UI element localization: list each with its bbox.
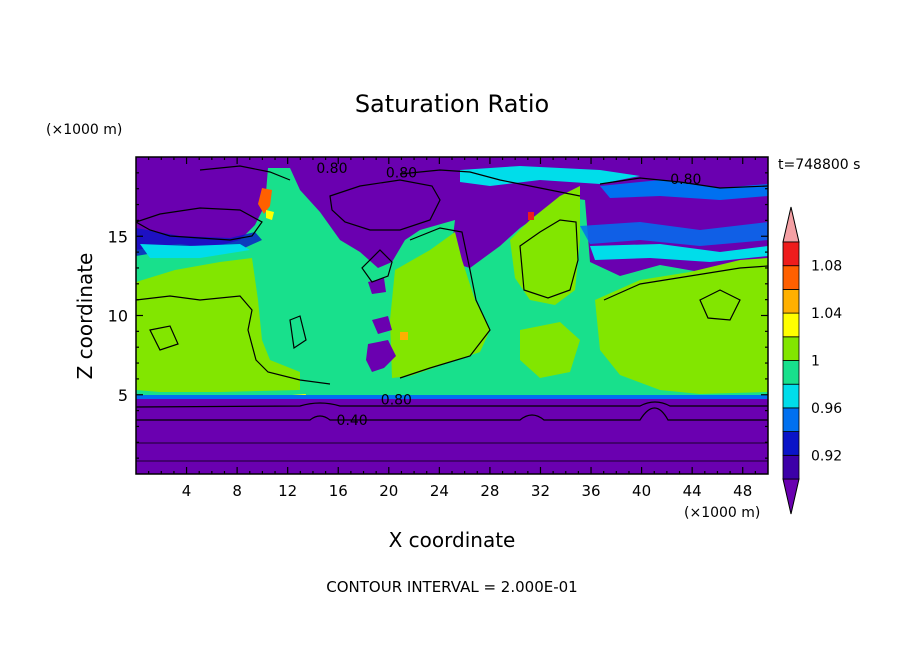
colorbar-swatch [782, 360, 800, 385]
colorbar-lower-extension [782, 478, 800, 515]
y-tick-label: 10 [108, 307, 128, 326]
warm-spot-1 [258, 188, 272, 214]
colorbar-swatch [782, 383, 800, 409]
lower-blue-band [136, 395, 768, 399]
mid-dry-pocket-2 [372, 316, 392, 334]
colorbar-upper-extension [782, 206, 800, 243]
mid-dry-pocket [366, 340, 396, 372]
upper-right-cyan-band [590, 244, 768, 262]
colorbar-tick-label: 1.04 [811, 306, 842, 322]
upper-cyan-streak [140, 244, 250, 258]
contour-label: 0.80 [670, 172, 701, 188]
y-tick-label: 15 [108, 227, 128, 246]
contour-label: 0.80 [386, 166, 417, 182]
x-tick-label: 8 [232, 482, 242, 500]
contour-label: 0.80 [381, 392, 412, 408]
axis-ticks [136, 157, 768, 474]
colorbar-swatch [782, 407, 800, 432]
x-tick-label: 44 [683, 482, 702, 500]
warm-spot-4 [400, 332, 408, 340]
center-green-cell [390, 232, 490, 378]
x-tick-label: 12 [278, 482, 297, 500]
colorbar-swatch [782, 312, 800, 338]
chart-title: Saturation Ratio [355, 90, 549, 118]
colorbar-tick-label: 1 [811, 354, 820, 370]
colorbar-swatch [782, 336, 800, 361]
x-tick-label: 32 [531, 482, 550, 500]
colorbar-swatch [782, 431, 800, 456]
y-axis-label: Z coordinate [73, 253, 97, 380]
colorbar-labels: 1.08 1.04 1 0.96 0.92 [811, 259, 842, 465]
x-tick-label: 28 [480, 482, 499, 500]
y-tick-labels: 5 10 15 [108, 227, 128, 405]
colorbar-tick-label: 1.08 [811, 259, 842, 275]
colorbar-tick-label: 0.96 [811, 401, 842, 417]
x-tick-label: 48 [733, 482, 752, 500]
top-right-blue-band [600, 180, 768, 200]
contour-interval-footer: CONTOUR INTERVAL = 2.000E-01 [326, 578, 577, 596]
x-axis-label: X coordinate [389, 528, 516, 552]
x-tick-label: 24 [430, 482, 449, 500]
colorbar-tick-label: 0.92 [811, 448, 842, 464]
x-axis-units: (×1000 m) [684, 505, 760, 521]
x-tick-label: 36 [581, 482, 600, 500]
colorbar-swatch [782, 241, 800, 267]
colorbar-swatch [782, 454, 800, 480]
y-tick-label: 5 [118, 386, 128, 405]
small-green-cell [520, 322, 580, 378]
z-axis-units: (×1000 m) [46, 122, 122, 138]
upper-right-blue-band [580, 222, 768, 246]
x-tick-label: 16 [329, 482, 348, 500]
contour-label: 0.40 [337, 413, 368, 429]
plot-area: 0.80 0.80 0.80 0.80 0.40 [136, 157, 768, 474]
warm-spot-3 [528, 212, 534, 220]
x-tick-label: 4 [182, 482, 192, 500]
contour-labels: 0.80 0.80 0.80 0.80 0.40 [316, 161, 701, 429]
upper-center-green-cell [510, 186, 580, 305]
x-tick-label: 40 [632, 482, 651, 500]
left-green-cell [136, 258, 300, 392]
warm-spot-2 [266, 210, 274, 220]
time-label: t=748800 s [778, 157, 860, 173]
contour-label: 0.80 [316, 161, 347, 177]
colorbar [782, 206, 800, 515]
colorbar-swatch [782, 288, 800, 314]
contour-lines [136, 165, 768, 462]
lower-dry-layer [136, 398, 768, 474]
x-tick-labels: 4 8 12 16 20 24 28 32 36 40 44 48 [182, 482, 752, 500]
colorbar-swatch [782, 265, 800, 290]
x-tick-label: 20 [379, 482, 398, 500]
